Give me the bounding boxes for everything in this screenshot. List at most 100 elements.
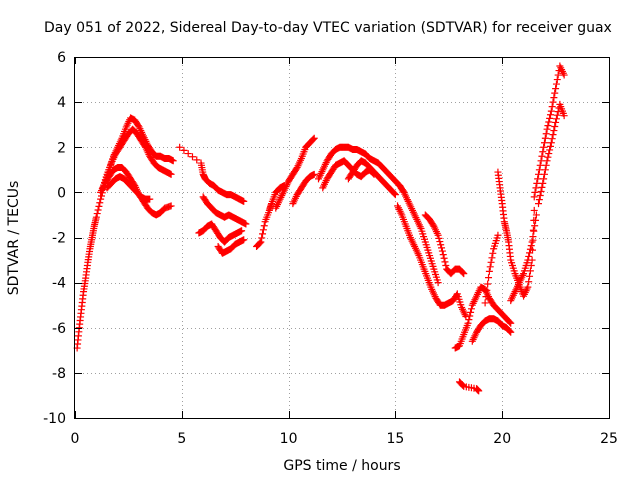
data-point <box>310 170 318 178</box>
data-point <box>535 170 543 178</box>
data-point <box>536 192 544 200</box>
data-point <box>526 267 534 275</box>
data-point <box>439 251 447 259</box>
data-point <box>146 195 154 203</box>
data-point <box>540 170 548 178</box>
series-track-o <box>394 202 470 320</box>
data-point <box>546 142 554 150</box>
series-track-l <box>315 143 408 196</box>
data-point <box>525 278 533 286</box>
data-point <box>544 153 552 161</box>
data-point <box>437 241 445 249</box>
data-point <box>482 293 490 301</box>
series-track-r <box>451 283 515 352</box>
data-point <box>560 112 568 120</box>
y-tick-label: 6 <box>57 50 66 66</box>
data-point <box>538 152 546 160</box>
data-point <box>429 221 437 229</box>
data-point <box>459 269 467 277</box>
data-point <box>391 190 399 198</box>
data-point <box>528 238 536 246</box>
y-tick-label: -6 <box>52 321 66 337</box>
y-tick-label: 0 <box>57 185 66 201</box>
data-point <box>525 252 533 260</box>
data-point <box>532 216 540 224</box>
data-point <box>256 239 264 247</box>
data-point <box>489 249 497 257</box>
data-point <box>550 94 558 102</box>
data-point <box>535 200 543 208</box>
y-tick-label: 2 <box>57 140 66 156</box>
data-point <box>238 227 246 235</box>
data-point <box>552 80 560 88</box>
data-point <box>549 131 557 139</box>
data-point <box>240 236 248 244</box>
data-point <box>193 156 201 164</box>
data-point <box>242 220 250 228</box>
data-point <box>526 272 534 280</box>
data-point <box>259 226 267 234</box>
y-tick-label: -4 <box>52 276 66 292</box>
axis-ticks: 0 5 10 15 20 25 -10 -8 -6 -4 -2 0 2 4 6 <box>43 50 618 447</box>
data-point <box>494 231 502 239</box>
data-point <box>184 150 192 158</box>
data-point <box>96 199 104 207</box>
data-point <box>92 213 100 221</box>
data-point <box>94 206 102 214</box>
data-point <box>533 179 541 187</box>
data-points <box>73 62 568 395</box>
data-point <box>524 283 532 291</box>
data-point <box>507 319 515 327</box>
data-point <box>548 103 556 111</box>
data-point <box>466 312 474 320</box>
y-tick-label: -10 <box>43 411 66 427</box>
data-point <box>95 202 103 210</box>
chart-title: Day 051 of 2022, Sidereal Day-to-day VTE… <box>44 20 612 36</box>
data-point <box>530 193 538 201</box>
data-point <box>529 233 537 241</box>
data-point <box>543 125 551 133</box>
data-point <box>488 254 496 262</box>
series-track-x <box>530 62 568 201</box>
data-point <box>560 71 568 79</box>
data-point <box>260 222 268 230</box>
data-point <box>176 143 184 151</box>
data-point <box>554 71 562 79</box>
data-point <box>460 270 468 278</box>
series-track-y <box>535 100 568 208</box>
data-point <box>507 328 515 336</box>
data-point <box>258 234 266 242</box>
y-tick-label: -8 <box>52 366 66 382</box>
x-tick-label: 15 <box>386 431 404 447</box>
data-point <box>435 234 443 242</box>
data-point <box>537 187 545 195</box>
data-point <box>535 166 543 174</box>
data-point <box>467 305 475 313</box>
data-point <box>240 197 248 205</box>
y-tick-label: -2 <box>52 231 66 247</box>
data-point <box>546 111 554 119</box>
data-point <box>438 247 446 255</box>
data-point <box>399 187 407 195</box>
data-point <box>310 134 318 142</box>
data-point <box>541 134 549 142</box>
x-tick-label: 10 <box>280 431 298 447</box>
data-point <box>539 179 547 187</box>
data-point <box>530 206 538 214</box>
data-point <box>452 291 460 299</box>
data-point <box>534 175 542 183</box>
data-point <box>540 139 548 147</box>
data-point <box>93 210 101 218</box>
data-point <box>532 211 540 219</box>
plot-frame <box>74 57 610 419</box>
data-point <box>551 89 559 97</box>
series-track-k <box>289 170 318 208</box>
data-point <box>553 111 561 119</box>
series-track-n <box>344 157 399 199</box>
series-track-a <box>73 114 177 352</box>
data-point <box>551 122 559 130</box>
series-track-g <box>195 220 246 246</box>
x-tick-label: 5 <box>177 431 186 447</box>
data-point <box>442 261 450 269</box>
